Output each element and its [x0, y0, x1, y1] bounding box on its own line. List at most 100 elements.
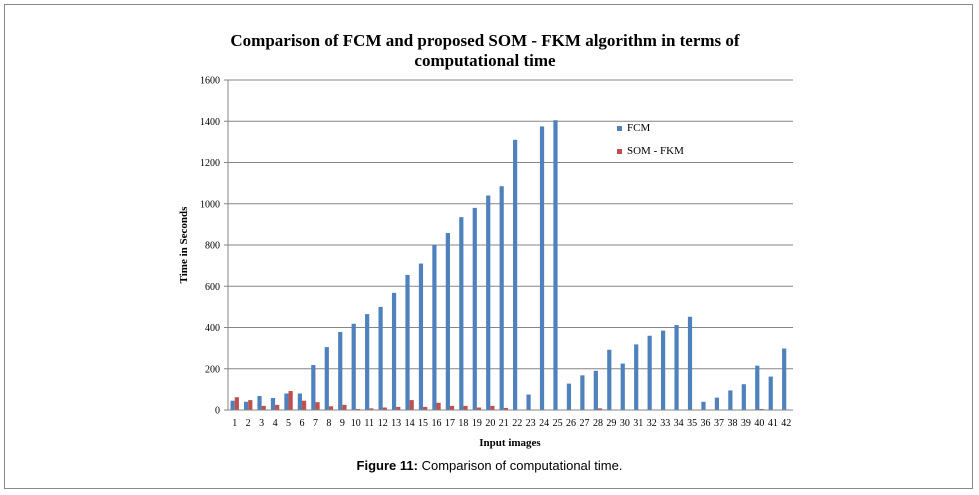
x-tick-label: 40 [754, 418, 764, 429]
bar-som-fkm [275, 404, 280, 410]
x-tick-label: 13 [391, 418, 401, 429]
bar-fcm [391, 292, 397, 410]
x-tick-label: 28 [593, 418, 603, 429]
bar-som-fkm [396, 406, 401, 410]
bar-fcm [405, 274, 410, 410]
bar-som-fkm [409, 400, 414, 410]
bar-fcm [539, 126, 545, 410]
y-axis-ticks: 0 200 400 600 800 1000 1200 1400 1600 [200, 76, 220, 417]
bar-fcm [284, 393, 289, 410]
bar-som-fkm [369, 408, 374, 410]
x-tick-label: 8 [326, 418, 331, 429]
bar-som-fkm [490, 405, 495, 410]
bar-fcm [661, 330, 666, 410]
x-tick-label: 33 [660, 418, 670, 429]
figure-caption-label: Figure 11: [356, 458, 418, 473]
x-tick-label: 20 [485, 418, 495, 429]
bar-fcm [486, 195, 491, 410]
bar-fcm [526, 394, 531, 410]
bar-fcm [580, 375, 585, 410]
bar-fcm [634, 344, 639, 410]
y-tick-label: 1000 [200, 199, 220, 210]
bar-fcm [257, 395, 262, 410]
legend-swatch [617, 126, 622, 131]
bar-fcm [311, 365, 316, 410]
bar-fcm [728, 390, 733, 410]
y-tick-label: 1600 [200, 76, 220, 87]
x-tick-label: 9 [340, 418, 345, 429]
bar-fcm [365, 314, 370, 410]
x-tick-label: 3 [259, 418, 264, 429]
x-tick-label: 24 [539, 418, 549, 429]
x-tick-label: 21 [499, 418, 509, 429]
x-tick-label: 2 [246, 418, 251, 429]
x-tick-label: 41 [768, 418, 778, 429]
bar-fcm [338, 332, 343, 410]
x-tick-label: 35 [687, 418, 697, 429]
x-tick-label: 37 [714, 418, 724, 429]
x-tick-label: 1 [232, 418, 237, 429]
y-tick-label: 600 [205, 282, 220, 293]
legend-label: FCM [627, 122, 650, 134]
bar-som-fkm [436, 402, 441, 410]
y-axis-title: Time in Seconds [178, 206, 190, 284]
x-tick-label: 19 [472, 418, 482, 429]
x-tick-label: 11 [364, 418, 374, 429]
bar-som-fkm [597, 408, 603, 410]
x-tick-label: 23 [526, 418, 536, 429]
x-tick-label: 5 [286, 418, 291, 429]
x-tick-label: 38 [727, 418, 737, 429]
bar-fcm [270, 398, 276, 410]
bar-som-fkm [342, 404, 347, 410]
bar-som-fkm [476, 407, 482, 410]
bar-fcm [701, 401, 706, 410]
bar-fcm [459, 217, 464, 410]
x-tick-label: 12 [378, 418, 388, 429]
x-tick-label: 7 [313, 418, 318, 429]
x-tick-label: 39 [741, 418, 751, 429]
bar-som-fkm [248, 400, 253, 410]
bar-som-fkm [759, 408, 764, 410]
x-tick-label: 10 [351, 418, 361, 429]
bar-fcm [230, 400, 235, 410]
y-tick-label: 1400 [200, 117, 220, 128]
x-tick-label: 26 [566, 418, 576, 429]
x-tick-label: 18 [458, 418, 468, 429]
figure-caption: Figure 11: Comparison of computational t… [0, 458, 979, 473]
x-tick-label: 16 [432, 418, 442, 429]
bar-som-fkm [449, 405, 455, 410]
bar-fcm [674, 325, 679, 410]
bar-fcm [418, 263, 424, 410]
figure-caption-text: Comparison of computational time. [417, 458, 623, 473]
bar-fcm [741, 384, 746, 410]
x-tick-label: 30 [620, 418, 630, 429]
x-tick-label: 17 [445, 418, 455, 429]
legend-label: SOM - FKM [627, 145, 684, 157]
bar-fcm [445, 233, 450, 410]
bar-som-fkm [423, 406, 428, 410]
bar-fcm [297, 393, 302, 410]
bar-fcm [553, 120, 558, 410]
bar-fcm [687, 316, 693, 410]
bar-fcm [378, 306, 383, 410]
bar-som-fkm [234, 397, 239, 410]
x-tick-label: 31 [633, 418, 643, 429]
x-tick-label: 36 [701, 418, 711, 429]
bar-som-fkm [463, 405, 468, 410]
bar-fcm [499, 186, 504, 410]
y-tick-label: 800 [205, 241, 220, 252]
bar-som-fkm [261, 405, 266, 410]
x-axis-title: Input images [479, 437, 541, 449]
legend: FCM SOM - FKM [617, 122, 684, 157]
bar-fcm [607, 349, 612, 410]
bar-som-fkm [328, 406, 334, 410]
bar-som-fkm [301, 400, 307, 410]
y-tick-label: 0 [215, 406, 220, 417]
bar-som-fkm [288, 391, 293, 410]
x-tick-label: 34 [674, 418, 684, 429]
bar-fcm [432, 245, 437, 410]
bar-fcm [472, 207, 477, 410]
bar-fcm [768, 376, 773, 410]
x-tick-label: 42 [781, 418, 791, 429]
chart-title-line2: computational time [414, 51, 556, 70]
